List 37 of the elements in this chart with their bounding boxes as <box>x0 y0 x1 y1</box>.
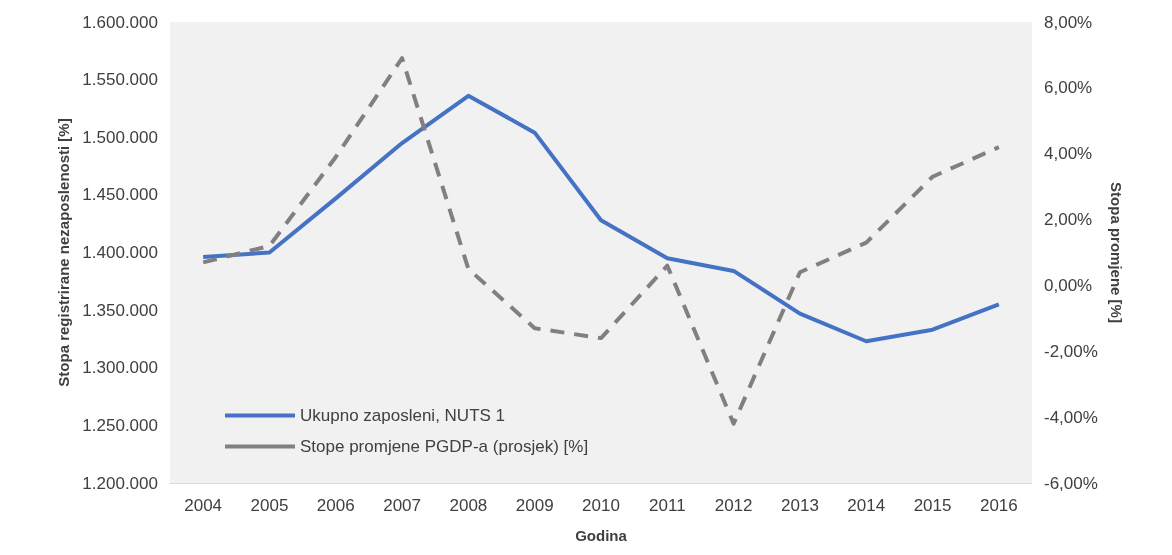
y-tick-label: 1.450.000 <box>82 185 158 205</box>
y2-tick-label: 6,00% <box>1044 78 1093 98</box>
legend-label: Ukupno zaposleni, NUTS 1 <box>300 406 506 425</box>
y2-tick-label: 4,00% <box>1044 144 1093 164</box>
x-tick-label: 2007 <box>383 496 421 515</box>
x-tick-label: 2015 <box>913 496 952 515</box>
line-series <box>201 93 1001 344</box>
y2-axis-title: Stopa promjene [%] <box>1107 182 1125 323</box>
y2-tick-label: -4,00% <box>1044 407 1098 427</box>
y2-tick-label: 8,00% <box>1044 12 1093 32</box>
x-tick-label: 2010 <box>582 496 620 515</box>
legend-label: Stope promjene PGDP-a (prosjek) [%] <box>300 437 589 456</box>
x-tick-label: 2006 <box>316 496 355 515</box>
x-axis-title: Godina <box>575 527 628 544</box>
x-tick-label: 2009 <box>515 496 554 515</box>
y-tick-label: 1.300.000 <box>82 358 158 378</box>
y-tick-label: 1.500.000 <box>82 127 158 147</box>
y-tick-label: 1.550.000 <box>82 70 158 90</box>
x-tick-label: 2016 <box>979 496 1018 515</box>
x-tick-label: 2013 <box>781 496 819 515</box>
x-tick-label: 2012 <box>714 496 753 515</box>
y-tick-label: 1.200.000 <box>82 473 158 493</box>
x-tick-label: 2011 <box>649 496 686 515</box>
y-tick-label: 1.600.000 <box>82 12 158 32</box>
x-tick-label: 2014 <box>847 496 886 515</box>
y2-tick-label: 2,00% <box>1044 210 1093 230</box>
x-tick-label: 2004 <box>184 496 223 515</box>
line-series <box>201 56 1001 426</box>
y-tick-label: 1.250.000 <box>82 415 158 435</box>
x-tick-label: 2005 <box>250 496 289 515</box>
y2-tick-label: 0,00% <box>1044 275 1093 295</box>
y-tick-label: 1.350.000 <box>82 300 158 320</box>
y2-tick-label: -2,00% <box>1044 341 1098 361</box>
y-tick-label: 1.400.000 <box>82 243 158 262</box>
x-tick-label: 2008 <box>449 496 488 515</box>
y2-tick-label: -6,00% <box>1044 473 1098 493</box>
y-axis-title: Stopa registrirane nezaposlenosti [%] <box>55 118 73 387</box>
